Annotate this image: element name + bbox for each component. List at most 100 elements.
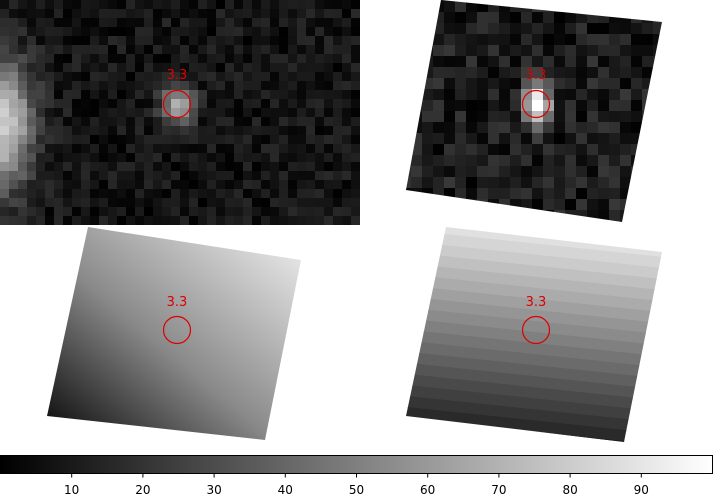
pixel-cell — [144, 45, 153, 54]
pixel-cell — [642, 23, 653, 34]
pixel-cell — [108, 0, 117, 9]
pixel-cell — [27, 144, 36, 153]
pixel-cell — [243, 216, 252, 225]
pixel-cell — [664, 221, 675, 232]
pixel-cell — [180, 216, 189, 225]
pixel-cell — [306, 180, 315, 189]
pixel-cell — [108, 90, 117, 99]
pixel-cell — [653, 45, 662, 56]
pixel-cell — [54, 90, 63, 99]
pixel-cell — [620, 78, 631, 89]
pixel-cell — [180, 153, 189, 162]
pixel-cell — [664, 34, 675, 45]
pixel-cell — [9, 198, 18, 207]
pixel-cell — [466, 199, 477, 210]
pixel-cell — [554, 67, 565, 78]
pixel-cell — [532, 1, 543, 12]
pixel-cell — [45, 216, 54, 225]
pixel-cell — [620, 210, 631, 221]
pixel-cell — [27, 135, 36, 144]
pixel-cell — [598, 67, 609, 78]
pixel-cell — [620, 1, 631, 12]
pixel-cell — [297, 171, 306, 180]
pixel-cell — [108, 63, 117, 72]
pixel-cell — [543, 155, 554, 166]
pixel-cell — [631, 1, 642, 12]
pixel-cell — [598, 56, 609, 67]
pixel-cell — [216, 0, 225, 9]
pixel-cell — [306, 198, 315, 207]
pixel-cell — [477, 221, 488, 222]
pixel-cell — [153, 189, 162, 198]
pixel-cell — [99, 198, 108, 207]
pixel-cell — [554, 188, 565, 199]
pixel-cell — [180, 189, 189, 198]
pixel-cell — [631, 56, 642, 67]
pixel-cell — [0, 162, 9, 171]
pixel-cell — [598, 12, 609, 23]
pixel-cell — [216, 171, 225, 180]
pixel-cell — [0, 108, 9, 117]
pixel-cell — [18, 72, 27, 81]
pixel-cell — [664, 0, 675, 1]
pixel-cell — [297, 189, 306, 198]
pixel-cell — [324, 108, 333, 117]
pixel-cell — [9, 135, 18, 144]
panel-top-right-marker-label: 3.3 — [526, 68, 547, 83]
pixel-cell — [0, 81, 9, 90]
pixel-cell — [351, 45, 360, 54]
pixel-cell — [261, 171, 270, 180]
pixel-cell — [499, 45, 510, 56]
pixel-cell — [135, 9, 144, 18]
pixel-cell — [642, 45, 653, 56]
pixel-cell — [36, 36, 45, 45]
pixel-cell — [631, 155, 642, 166]
pixel-cell — [587, 166, 598, 177]
pixel-cell — [455, 34, 466, 45]
pixel-cell — [620, 89, 631, 100]
pixel-cell — [252, 216, 261, 225]
pixel-cell — [27, 36, 36, 45]
pixel-cell — [99, 72, 108, 81]
pixel-cell — [411, 23, 422, 34]
pixel-cell — [510, 122, 521, 133]
pixel-cell — [252, 99, 261, 108]
pixel-cell — [54, 18, 63, 27]
pixel-cell — [288, 126, 297, 135]
pixel-cell — [433, 232, 444, 243]
pixel-cell — [521, 221, 532, 222]
pixel-cell — [216, 63, 225, 72]
pixel-cell — [243, 135, 252, 144]
pixel-cell — [180, 81, 189, 90]
pixel-cell — [499, 221, 510, 222]
pixel-cell — [543, 34, 554, 45]
pixel-cell — [587, 199, 598, 210]
pixel-cell — [433, 166, 444, 177]
pixel-cell — [135, 189, 144, 198]
pixel-cell — [18, 171, 27, 180]
pixel-cell — [279, 198, 288, 207]
pixel-cell — [0, 117, 9, 126]
pixel-cell — [189, 216, 198, 225]
pixel-cell — [521, 78, 532, 89]
pixel-cell — [18, 108, 27, 117]
pixel-cell — [554, 122, 565, 133]
pixel-cell — [631, 221, 642, 222]
pixel-cell — [216, 108, 225, 117]
pixel-cell — [126, 180, 135, 189]
pixel-cell — [18, 99, 27, 108]
pixel-cell — [261, 180, 270, 189]
pixel-cell — [36, 81, 45, 90]
pixel-cell — [27, 63, 36, 72]
pixel-cell — [406, 67, 411, 78]
pixel-cell — [171, 99, 180, 108]
pixel-cell — [288, 198, 297, 207]
pixel-cell — [351, 0, 360, 9]
pixel-cell — [664, 188, 675, 199]
pixel-cell — [554, 89, 565, 100]
pixel-cell — [207, 45, 216, 54]
pixel-cell — [81, 207, 90, 216]
pixel-cell — [444, 144, 455, 155]
pixel-cell — [333, 153, 342, 162]
